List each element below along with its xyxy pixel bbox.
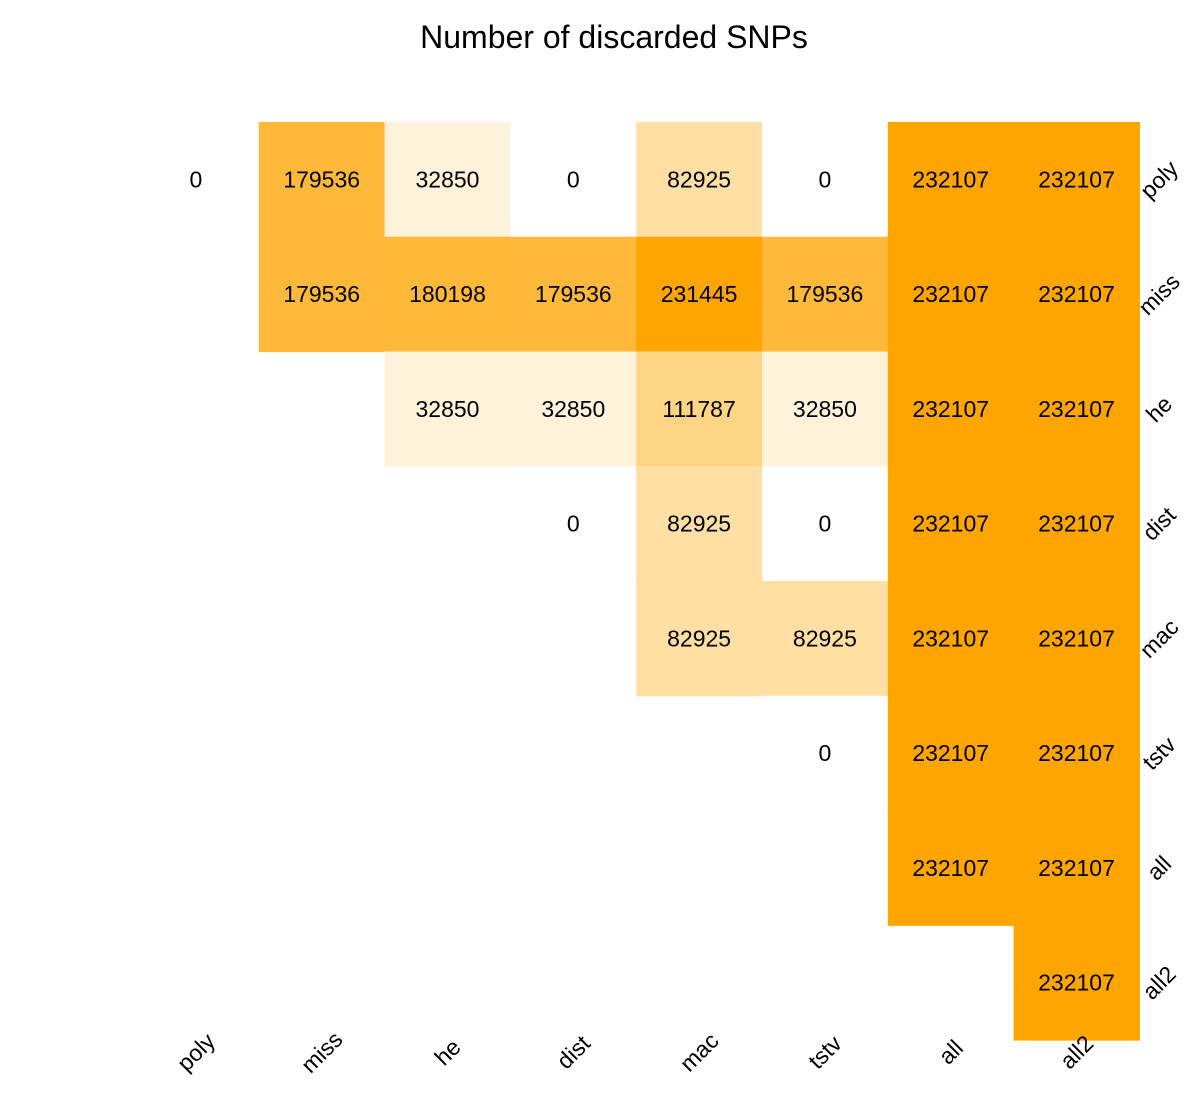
x-tick-label-poly: poly [172, 1028, 221, 1077]
heatmap-cell-mac-tstv [762, 581, 889, 697]
cell-value-he-dist: 32850 [541, 396, 605, 422]
x-tick-label-mac: mac [675, 1027, 724, 1076]
heatmap-cells [133, 122, 1140, 1041]
y-axis-labels: poly miss he dist mac tstv all all2 [1133, 155, 1185, 1005]
cell-value-miss-all2: 232107 [1038, 281, 1115, 307]
cell-value-tstv-all2: 232107 [1038, 740, 1115, 766]
heatmap-cell-mac-all [887, 581, 1015, 697]
heatmap-cell-tstv-all2 [1013, 695, 1140, 812]
cell-value-mac-mac: 82925 [667, 625, 731, 651]
heatmap-cell-he-mac [636, 351, 763, 467]
heatmap-cell-miss-he [384, 236, 511, 353]
cell-value-he-all: 232107 [912, 396, 989, 422]
heatmap-cell-he-all [887, 351, 1015, 467]
cell-value-he-mac: 111787 [662, 396, 735, 422]
cell-value-dist-all2: 232107 [1038, 511, 1115, 537]
heatmap-cell-poly-miss [258, 122, 386, 238]
cell-value-poly-tstv: 0 [819, 166, 832, 192]
heatmap-cell-all2-all2 [1013, 925, 1140, 1041]
cell-value-miss-all: 232107 [912, 281, 989, 307]
cell-value-miss-tstv: 179536 [787, 281, 864, 307]
x-tick-label-all: all [933, 1035, 968, 1070]
heatmap-cell-poly-all2 [1013, 122, 1140, 238]
heatmap-cell-miss-mac [636, 236, 763, 353]
y-tick-label-all2: all2 [1137, 961, 1181, 1005]
x-tick-label-miss: miss [296, 1026, 348, 1078]
cell-value-poly-poly: 0 [190, 166, 203, 192]
heatmap-cell-all-all [887, 810, 1015, 926]
cell-value-mac-all2: 232107 [1038, 625, 1115, 651]
heatmap-cell-dist-all2 [1013, 466, 1140, 582]
heatmap-cell-he-he [384, 351, 511, 467]
x-axis-labels: poly miss he dist mac tstv all all2 [172, 1026, 1099, 1078]
cell-value-all-all2: 232107 [1038, 855, 1115, 881]
heatmap-cell-poly-tstv [762, 122, 889, 238]
cell-value-labels: 0 179536 32850 0 82925 0 232107 232107 179536 180… [190, 166, 1115, 995]
heatmap-cell-tstv-all [887, 695, 1015, 812]
cell-value-poly-all2: 232107 [1038, 166, 1115, 192]
cell-value-he-all2: 232107 [1038, 396, 1115, 422]
cell-value-dist-dist: 0 [567, 511, 580, 537]
heatmap-cell-poly-he [384, 122, 511, 238]
cell-value-poly-mac: 82925 [667, 166, 731, 192]
heatmap-cell-all-all2 [1013, 810, 1140, 926]
chart-title: Number of discarded SNPs [420, 19, 808, 55]
heatmap-cell-poly-mac [636, 122, 763, 238]
heatmap-cell-dist-all [887, 466, 1015, 582]
heatmap-cell-he-dist [510, 351, 637, 467]
heatmap-cell-mac-all2 [1013, 581, 1140, 697]
x-tick-label-dist: dist [551, 1030, 595, 1074]
cell-value-miss-dist: 179536 [535, 281, 612, 307]
cell-value-he-tstv: 32850 [793, 396, 857, 422]
cell-value-mac-all: 232107 [912, 625, 989, 651]
cell-value-he-he: 32850 [416, 396, 480, 422]
heatmap-cell-miss-dist [510, 236, 637, 353]
heatmap-cell-he-tstv [762, 351, 889, 467]
cell-value-dist-tstv: 0 [819, 511, 832, 537]
cell-value-dist-mac: 82925 [667, 511, 731, 537]
heatmap-cell-dist-mac [636, 466, 763, 582]
heatmap-cell-miss-all [887, 236, 1015, 353]
heatmap-cell-miss-miss [258, 236, 386, 353]
y-tick-label-miss: miss [1133, 268, 1185, 320]
heatmap-cell-he-all2 [1013, 351, 1140, 467]
heatmap-cell-dist-tstv [762, 466, 889, 582]
y-tick-label-he: he [1141, 391, 1177, 427]
cell-value-poly-dist: 0 [567, 166, 580, 192]
cell-value-poly-he: 32850 [416, 166, 480, 192]
heatmap-cell-tstv-tstv [762, 695, 889, 812]
cell-value-miss-miss: 179536 [283, 281, 360, 307]
heatmap-cell-miss-all2 [1013, 236, 1140, 353]
y-tick-label-mac: mac [1134, 614, 1183, 663]
heatmap-cell-dist-dist [510, 466, 637, 582]
heatmap-cell-poly-dist [510, 122, 637, 238]
cell-value-tstv-all: 232107 [912, 740, 989, 766]
cell-value-miss-mac: 231445 [661, 281, 738, 307]
cell-value-dist-all: 232107 [912, 511, 989, 537]
y-tick-label-tstv: tstv [1137, 731, 1181, 775]
cell-value-all-all: 232107 [912, 855, 989, 881]
heatmap-cell-poly-poly [133, 122, 260, 238]
heatmap-cell-poly-all [887, 122, 1015, 238]
cell-value-poly-all: 232107 [912, 166, 989, 192]
y-tick-label-poly: poly [1135, 155, 1184, 204]
x-tick-label-tstv: tstv [803, 1030, 847, 1074]
cell-value-miss-he: 180198 [409, 281, 486, 307]
cell-value-poly-miss: 179536 [283, 166, 360, 192]
heatmap-cell-mac-mac [636, 581, 763, 697]
cell-value-mac-tstv: 82925 [793, 625, 857, 651]
x-tick-label-he: he [429, 1034, 465, 1070]
y-tick-label-all: all [1142, 851, 1177, 886]
cell-value-tstv-tstv: 0 [819, 740, 832, 766]
heatmap-cell-miss-tstv [762, 236, 889, 353]
cell-value-all2-all2: 232107 [1038, 970, 1115, 996]
y-tick-label-dist: dist [1137, 501, 1181, 545]
